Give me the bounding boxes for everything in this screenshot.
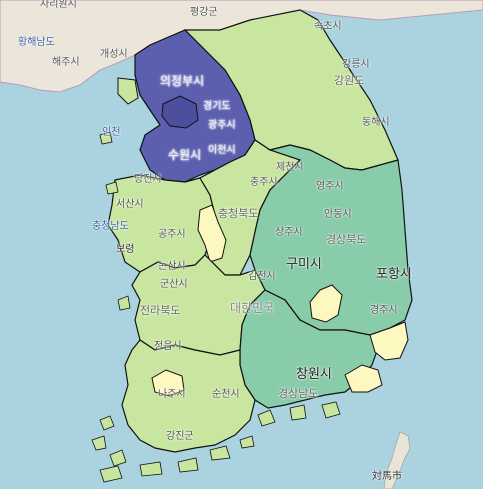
- label-sokcho: 속초시: [314, 21, 342, 32]
- region-daejeon[interactable]: [197, 204, 227, 263]
- label-incheon: 인천: [102, 127, 121, 138]
- label-daehanminguk: 대한민국: [230, 301, 275, 315]
- label-haeju: 해주시: [52, 57, 80, 68]
- label-suwon: 수원시: [168, 148, 202, 162]
- label-gangwon: 강원도: [334, 74, 365, 87]
- label-donghae: 동해시: [362, 117, 390, 128]
- label-gongju: 공주시: [158, 229, 186, 240]
- label-gangjin: 강진군: [166, 431, 194, 442]
- label-gyeonggi: 경기도: [203, 101, 231, 112]
- label-uijeongbu: 의정부시: [160, 74, 205, 88]
- region-daegu[interactable]: [309, 284, 343, 323]
- label-chungnam: 충청남도: [92, 221, 129, 232]
- region-seoul[interactable]: [161, 95, 199, 129]
- label-jeonbuk: 전라북도: [140, 304, 181, 317]
- southwest-islands: [91, 131, 341, 477]
- label-jecheon: 제천시: [276, 162, 304, 173]
- label-changwon: 창원시: [296, 367, 332, 382]
- label-gyeongbuk: 경상북도: [326, 233, 367, 246]
- label-dangjin: 당진시: [134, 174, 162, 185]
- tsushima-island: [383, 431, 411, 489]
- region-jeonnam[interactable]: [121, 339, 256, 453]
- label-pohang: 포항시: [376, 267, 412, 282]
- label-gyeongnam: 경상남도: [278, 387, 319, 400]
- label-gumi: 구미시: [286, 257, 322, 272]
- bottom-island: [99, 465, 123, 483]
- label-sangju: 상주시: [275, 227, 303, 238]
- label-gangneung: 강릉시: [342, 59, 370, 70]
- label-gyeongju: 경주시: [370, 305, 398, 316]
- label-gunsan: 군산시: [160, 279, 188, 290]
- label-icheon: 이천시: [208, 145, 236, 156]
- label-chungju: 충주시: [250, 177, 278, 188]
- label-jeongeup: 정읍시: [154, 341, 182, 352]
- label-tsushima: 対馬市: [372, 471, 402, 482]
- label-seosan: 서산시: [116, 199, 144, 210]
- label-nonsan: 논산시: [158, 261, 186, 272]
- label-naju: 나주시: [158, 389, 186, 400]
- label-yeongju: 영주시: [316, 181, 344, 192]
- label-suncheon: 순천시: [212, 389, 240, 400]
- label-gwangju-gg: 광주시: [208, 120, 236, 131]
- label-hwanghae-south: 황해남도: [18, 37, 55, 48]
- label-pyeonggang: 평강군: [190, 7, 218, 18]
- label-andong: 안동시: [324, 209, 352, 220]
- label-chungbuk: 충청북도: [218, 207, 259, 220]
- region-gwangju[interactable]: [151, 369, 185, 397]
- region-incheon-islands[interactable]: [117, 77, 139, 105]
- label-gimcheon: 김천시: [248, 271, 276, 282]
- label-sariwon: 사리원시: [40, 0, 77, 10]
- label-boryeong: 보령: [116, 244, 135, 255]
- region-ulsan[interactable]: [369, 321, 409, 361]
- region-busan[interactable]: [344, 364, 383, 393]
- label-kaesong: 개성시: [100, 49, 128, 60]
